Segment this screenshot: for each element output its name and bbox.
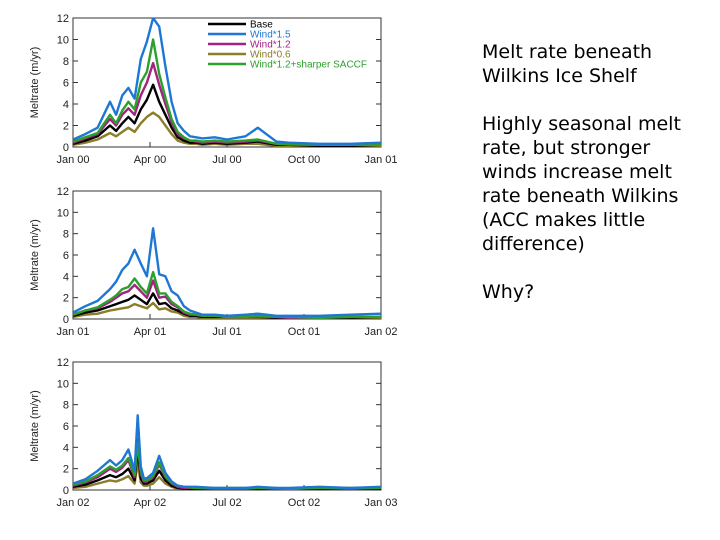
y-tick-label: 10 — [57, 35, 69, 47]
y-axis-label: Meltrate (m/yr) — [29, 390, 41, 462]
legend: BaseWind*1.5Wind*1.2Wind*0.6Wind*1.2+sha… — [208, 20, 367, 71]
series-group — [73, 414, 381, 490]
x-tick-label: Oct 01 — [288, 326, 320, 338]
x-tick-label: Jul 00 — [212, 154, 241, 166]
x-tick-label: Jan 01 — [56, 326, 89, 338]
y-tick-label: 0 — [63, 485, 69, 497]
y-tick-label: 2 — [63, 121, 69, 133]
y-tick-label: 12 — [57, 357, 69, 369]
y-axis-label: Meltrate (m/yr) — [29, 47, 41, 119]
series-line-wind-1-2-sharper-saccf — [73, 38, 381, 147]
y-tick-label: 8 — [63, 400, 69, 412]
y-tick-label: 12 — [57, 13, 69, 25]
series-line-wind-0-6 — [73, 111, 381, 147]
meltrate-charts: 0 2 4 6 8 10 12 Jan 00 Apr 00 Jul 00 Oct 00 Jan 01 M… — [29, 13, 398, 509]
x-tick-label: Apr 00 — [134, 154, 166, 166]
legend-entry: Wind*1.2 — [250, 40, 291, 51]
x-tick-label: Apr 01 — [134, 326, 166, 338]
y-tick-label: 4 — [63, 442, 69, 454]
legend-entry: Wind*1.2+sharper SACCF — [250, 60, 367, 71]
legend-entry: Wind*0.6 — [250, 50, 291, 61]
y-tick-label: 4 — [63, 271, 69, 283]
notes-title: Melt rate beneath Wilkins Ice Shelf — [482, 41, 653, 87]
series-line-wind-1-2-sharper-saccf — [73, 270, 381, 319]
x-tick-label: Jan 01 — [364, 154, 397, 166]
x-tick-label: Oct 00 — [288, 154, 320, 166]
legend-entry: Wind*1.5 — [250, 30, 291, 41]
legend-entry: Base — [250, 20, 273, 31]
x-tick-label: Jul 02 — [212, 497, 241, 509]
y-tick-label: 12 — [57, 186, 69, 198]
x-tick-label: Apr 02 — [134, 497, 166, 509]
plot-frame — [72, 190, 382, 320]
y-tick-label: 8 — [63, 56, 69, 68]
series-line-wind-1-5 — [73, 227, 381, 317]
y-tick-label: 8 — [63, 229, 69, 241]
y-tick-label: 6 — [63, 78, 69, 90]
y-tick-label: 10 — [57, 378, 69, 390]
y-tick-label: 2 — [63, 464, 69, 476]
series-line-wind-1-2 — [73, 279, 381, 319]
series-line-wind-1-5 — [73, 18, 381, 146]
y-tick-label: 0 — [63, 142, 69, 154]
series-line-wind-1-5 — [73, 414, 381, 490]
y-tick-label: 6 — [63, 250, 69, 262]
x-tick-label: Oct 02 — [288, 497, 320, 509]
x-tick-label: Jul 01 — [212, 326, 241, 338]
series-line-wind-1-2-sharper-saccf — [73, 441, 381, 490]
series-group — [73, 18, 381, 147]
y-tick-label: 6 — [63, 421, 69, 433]
x-tick-label: Jan 00 — [56, 154, 89, 166]
y-tick-label: 2 — [63, 293, 69, 305]
y-axis-label: Meltrate (m/yr) — [29, 219, 41, 291]
x-tick-label: Jan 02 — [56, 497, 89, 509]
notes-panel: Melt rate beneath Wilkins Ice Shelf High… — [482, 40, 707, 328]
y-tick-label: 10 — [57, 207, 69, 219]
chart-panel-2: 0 2 4 6 8 10 12 Jan 01 Apr 01 Jul 01 Oct 01 Jan 02 M… — [29, 186, 398, 338]
chart-panel-1: 0 2 4 6 8 10 12 Jan 00 Apr 00 Jul 00 Oct 00 Jan 01 M… — [29, 13, 398, 166]
chart-panel-3: 0 2 4 6 8 10 12 Jan 02 Apr 02 Jul 02 Oct 02 Jan 03 M… — [29, 357, 398, 509]
notes-question: Why? — [482, 281, 535, 303]
x-tick-label: Jan 02 — [364, 326, 397, 338]
y-tick-label: 4 — [63, 99, 69, 111]
series-group — [73, 227, 381, 319]
y-tick-label: 0 — [63, 314, 69, 326]
notes-body: Highly seasonal melt rate, but stronger … — [482, 113, 681, 255]
x-tick-label: Jan 03 — [364, 497, 397, 509]
